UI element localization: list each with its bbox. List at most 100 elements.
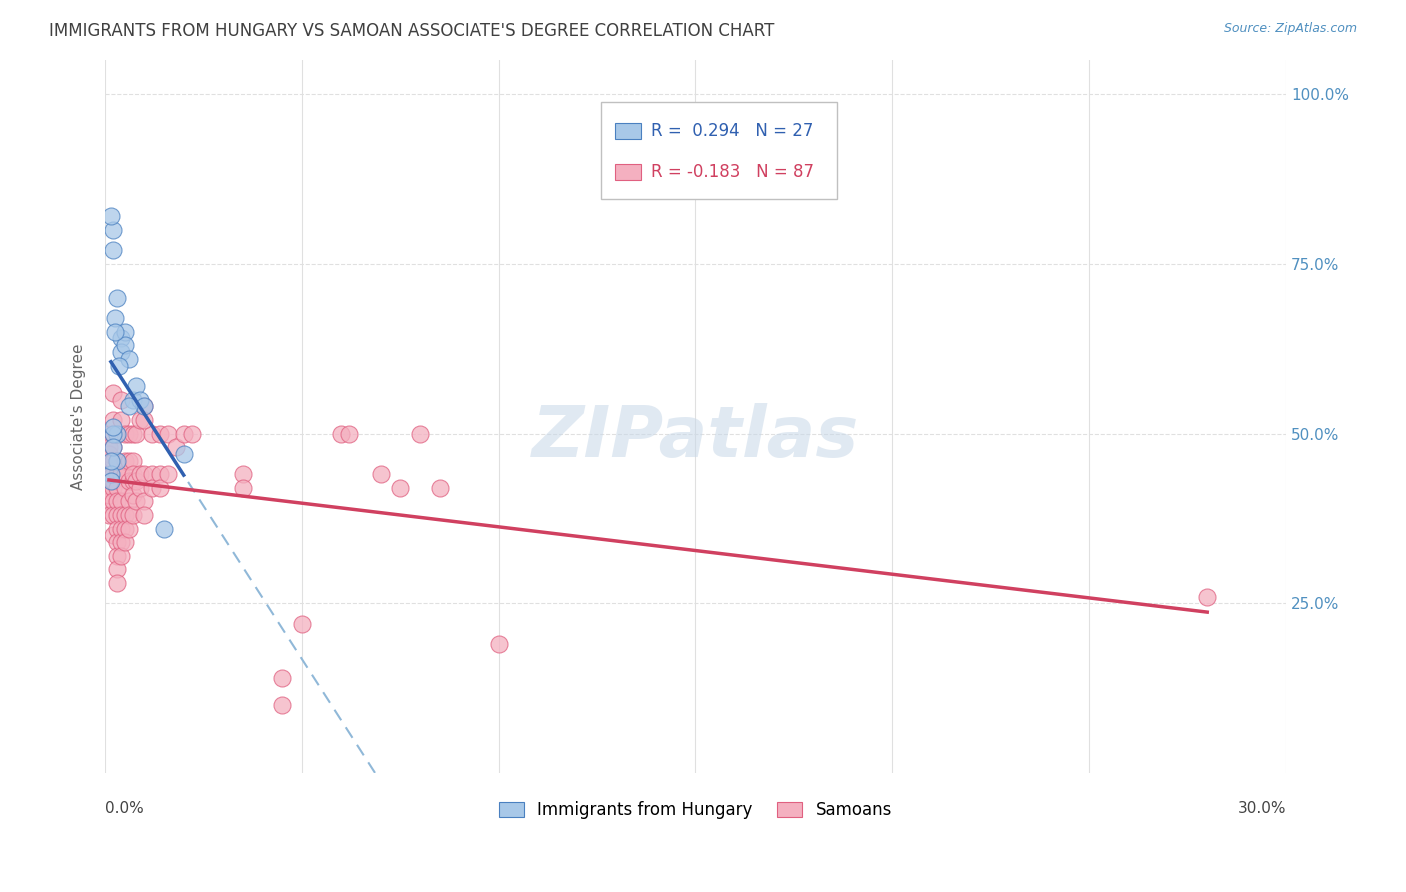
Point xyxy=(101,426,124,441)
Point xyxy=(105,291,128,305)
Point xyxy=(153,522,176,536)
Point xyxy=(104,310,127,325)
Text: R = -0.183   N = 87: R = -0.183 N = 87 xyxy=(651,163,814,181)
Point xyxy=(121,453,143,467)
Point xyxy=(429,481,451,495)
Point xyxy=(271,671,294,685)
Point xyxy=(149,467,172,482)
Point xyxy=(100,453,122,467)
Point xyxy=(370,467,392,482)
Point xyxy=(101,426,124,441)
Point xyxy=(100,209,122,223)
Point xyxy=(114,508,136,522)
Point xyxy=(129,481,152,495)
Point xyxy=(173,447,195,461)
Point xyxy=(101,385,124,400)
Point xyxy=(105,576,128,591)
Point xyxy=(117,474,139,488)
Point xyxy=(105,508,128,522)
Point xyxy=(110,331,132,345)
Point xyxy=(97,460,120,475)
Point xyxy=(114,481,136,495)
Point xyxy=(232,467,254,482)
Point xyxy=(114,467,136,482)
Point xyxy=(330,426,353,441)
Point xyxy=(149,426,172,441)
Point xyxy=(97,467,120,482)
Point xyxy=(100,474,122,488)
Point xyxy=(101,474,124,488)
Point xyxy=(337,426,360,441)
Point xyxy=(134,508,156,522)
Point xyxy=(134,494,156,508)
Point xyxy=(97,488,120,502)
Point xyxy=(97,494,120,508)
Point xyxy=(121,392,143,407)
Point xyxy=(97,440,120,454)
Point xyxy=(389,481,412,495)
Point xyxy=(121,467,143,482)
Point xyxy=(101,419,124,434)
Point xyxy=(101,508,124,522)
Y-axis label: Associate's Degree: Associate's Degree xyxy=(72,343,86,490)
Point xyxy=(134,413,156,427)
Point xyxy=(105,467,128,482)
Text: R =  0.294   N = 27: R = 0.294 N = 27 xyxy=(651,122,813,140)
Text: Source: ZipAtlas.com: Source: ZipAtlas.com xyxy=(1223,22,1357,36)
Point xyxy=(134,400,156,414)
FancyBboxPatch shape xyxy=(616,123,641,139)
FancyBboxPatch shape xyxy=(600,103,837,199)
Point xyxy=(110,345,132,359)
Point xyxy=(97,447,120,461)
Point xyxy=(110,392,132,407)
Point xyxy=(104,325,127,339)
Text: ZIPatlas: ZIPatlas xyxy=(531,403,859,473)
Point xyxy=(291,616,314,631)
Point xyxy=(149,481,172,495)
Point xyxy=(134,467,156,482)
Point xyxy=(101,453,124,467)
Point xyxy=(141,426,163,441)
Point xyxy=(110,522,132,536)
Point xyxy=(110,413,132,427)
Point xyxy=(105,453,128,467)
Point xyxy=(173,426,195,441)
Point xyxy=(129,413,152,427)
Point xyxy=(110,549,132,563)
Point xyxy=(117,400,139,414)
Point xyxy=(105,426,128,441)
Point xyxy=(232,481,254,495)
Point xyxy=(117,426,139,441)
Point xyxy=(156,467,179,482)
Point xyxy=(101,494,124,508)
Point xyxy=(129,392,152,407)
Point xyxy=(101,440,124,454)
Point xyxy=(97,467,120,482)
Point xyxy=(107,359,129,373)
Point xyxy=(117,522,139,536)
Point xyxy=(97,474,120,488)
Legend: Immigrants from Hungary, Samoans: Immigrants from Hungary, Samoans xyxy=(492,795,898,826)
Point xyxy=(105,481,128,495)
Point xyxy=(101,467,124,482)
Point xyxy=(97,426,120,441)
Point xyxy=(121,488,143,502)
Point xyxy=(105,522,128,536)
Point xyxy=(125,379,148,393)
Point xyxy=(114,338,136,352)
Point xyxy=(101,222,124,236)
Point xyxy=(114,535,136,549)
Point xyxy=(105,494,128,508)
Point xyxy=(117,494,139,508)
Point xyxy=(105,549,128,563)
Point xyxy=(105,562,128,576)
Point xyxy=(101,440,124,454)
Point xyxy=(101,528,124,542)
Point xyxy=(488,637,510,651)
Point xyxy=(117,508,139,522)
Point xyxy=(141,467,163,482)
Point xyxy=(105,426,128,441)
Point xyxy=(141,481,163,495)
Point xyxy=(129,467,152,482)
Point xyxy=(110,467,132,482)
